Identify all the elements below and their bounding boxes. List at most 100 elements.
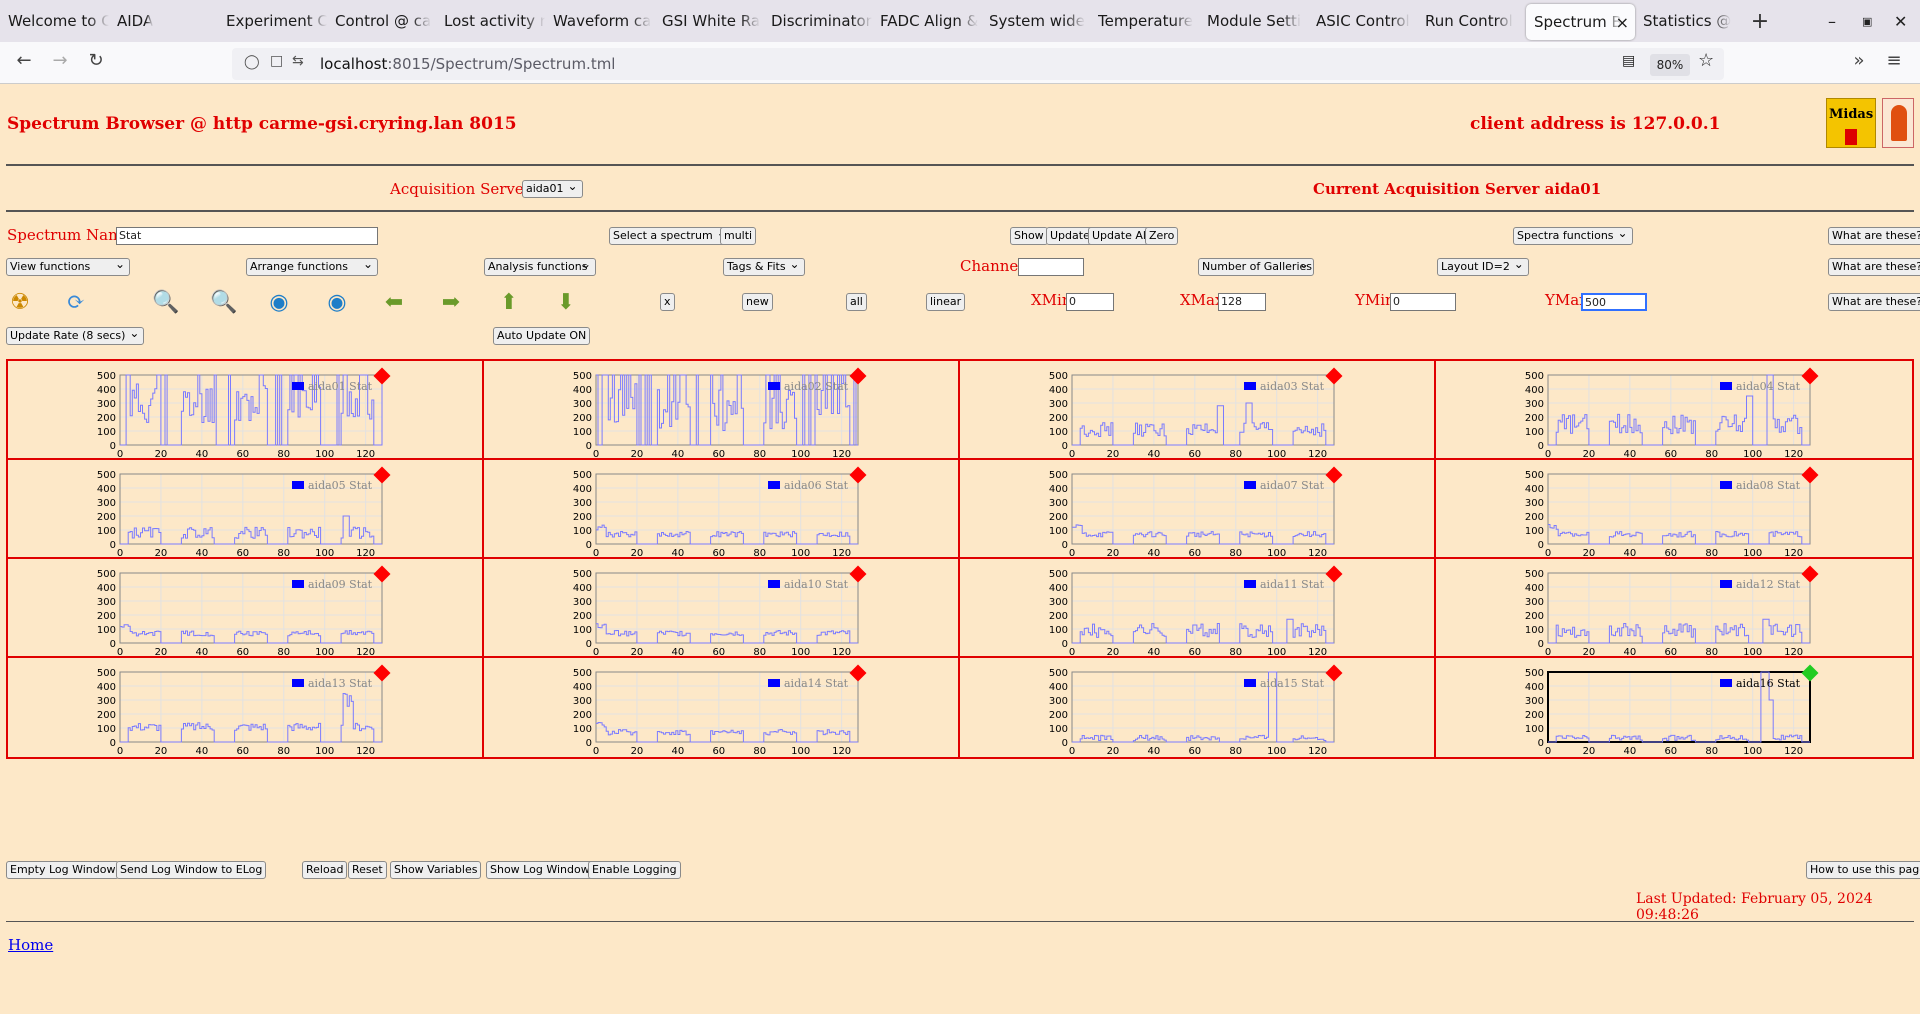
what-are-these-button-2[interactable]: What are these? [1828, 258, 1920, 276]
tab-6[interactable]: Waveform ca [545, 0, 654, 42]
tab-1[interactable]: Welcome to C [0, 0, 109, 42]
tab-15[interactable]: Spectrum B × [1526, 4, 1635, 40]
new-button[interactable]: new [742, 293, 773, 311]
reader-view-icon[interactable]: ▤ [1622, 53, 1636, 69]
tab-10[interactable]: System wide [981, 0, 1090, 42]
spectrum-panel[interactable]: 0 20 40 60 80 100 120 0 100 200 300 400 500 aida09 St… [8, 559, 484, 658]
spectra-functions-dropdown[interactable]: Spectra functions [1513, 225, 1633, 245]
number-of-galleries-dropdown[interactable]: Number of Galleries [1198, 256, 1314, 276]
tab-9[interactable]: FADC Align & [872, 0, 981, 42]
channel-input[interactable] [1018, 258, 1084, 276]
zoom-in-icon[interactable]: 🔍 [152, 289, 180, 315]
spectrum-panel[interactable]: 0 20 40 60 80 100 120 0 100 200 300 400 500 aida04 St… [1436, 361, 1912, 460]
back-icon[interactable]: ← [16, 50, 32, 71]
spectrum-panel[interactable]: 0 20 40 60 80 100 120 0 100 200 300 400 500 aida11 St… [960, 559, 1436, 658]
home-link[interactable]: Home [8, 936, 54, 954]
tab-14[interactable]: Run Control [1417, 0, 1526, 42]
spectrum-name-input[interactable]: Stat [116, 227, 378, 245]
down-arrow-icon[interactable]: ⬇ [556, 289, 576, 315]
update-button[interactable]: Update [1046, 227, 1094, 245]
update-rate-dropdown[interactable]: Update Rate (8 secs) [6, 325, 145, 345]
spectrum-panel[interactable]: 0 20 40 60 80 100 120 0 100 200 300 400 500 aida10 St… [484, 559, 960, 658]
tab-7[interactable]: GSI White Ra [654, 0, 763, 42]
url-bar[interactable]: ◯ □ ⇆ localhost:8015/Spectrum/Spectrum.t… [232, 48, 1724, 80]
tab-12[interactable]: Module Setti [1199, 0, 1308, 42]
url-text[interactable]: localhost:8015/Spectrum/Spectrum.tml [320, 55, 616, 73]
select-spectrum-dropdown[interactable]: Select a spectrum [609, 225, 732, 245]
close-window-icon[interactable]: ✕ [1894, 11, 1908, 31]
close-tab-icon[interactable]: × [1615, 12, 1629, 32]
spectrum-panel[interactable]: 0 20 40 60 80 100 120 0 100 200 300 400 500 aida08 St… [1436, 460, 1912, 559]
tab-13[interactable]: ASIC Control [1308, 0, 1417, 42]
spectrum-panel[interactable]: 0 20 40 60 80 100 120 0 100 200 300 400 500 aida06 St… [484, 460, 960, 559]
auto-update-button[interactable]: Auto Update ON [493, 327, 591, 345]
expand-y-icon[interactable]: ◉ [269, 289, 289, 315]
menu-icon[interactable]: ≡ [1886, 50, 1902, 71]
footer-button-6[interactable]: Show Log Window [486, 861, 594, 879]
spectrum-panel[interactable]: 0 20 40 60 80 100 120 0 100 200 300 400 500 aida13 St… [8, 658, 484, 757]
spectrum-panel[interactable]: 0 20 40 60 80 100 120 0 100 200 300 400 500 aida15 St… [960, 658, 1436, 757]
how-to-use-button[interactable]: How to use this page [1806, 861, 1920, 879]
xmax-input[interactable]: 128 [1218, 293, 1266, 311]
spectrum-panel[interactable]: 0 20 40 60 80 100 120 0 100 200 300 400 500 aida12 St… [1436, 559, 1912, 658]
up-arrow-icon[interactable]: ⬆ [499, 289, 519, 315]
tab-11[interactable]: Temperature [1090, 0, 1199, 42]
linear-button[interactable]: linear [926, 293, 966, 311]
arrange-functions-dropdown[interactable]: Arrange functions [246, 256, 378, 276]
acquisition-server-select[interactable]: aida01 [522, 178, 583, 198]
x-button[interactable]: x [660, 293, 675, 311]
new-tab-icon[interactable]: + [1750, 8, 1770, 34]
what-are-these-button-1[interactable]: What are these? [1828, 227, 1920, 245]
spectrum-panel[interactable]: 0 20 40 60 80 100 120 0 100 200 300 400 500 aida01 St… [8, 361, 484, 460]
view-functions-dropdown[interactable]: View functions [6, 256, 130, 276]
spectrum-panel[interactable]: 0 20 40 60 80 100 120 0 100 200 300 400 500 aida03 St… [960, 361, 1436, 460]
reload-icon[interactable]: ↻ [88, 50, 104, 71]
right-arrow-icon[interactable]: ➡ [441, 289, 461, 315]
overflow-icon[interactable]: » [1853, 50, 1865, 71]
refresh-icon[interactable]: ⟳ [66, 289, 86, 315]
spectrum-panel[interactable]: 0 20 40 60 80 100 120 0 100 200 300 400 500 aida02 St… [484, 361, 960, 460]
spectrum-panel[interactable]: 0 20 40 60 80 100 120 0 100 200 300 400 500 aida07 St… [960, 460, 1436, 559]
analysis-functions-dropdown[interactable]: Analysis functions [484, 256, 596, 276]
minimize-icon[interactable]: – [1828, 11, 1836, 31]
tab-5[interactable]: Lost activity r [436, 0, 545, 42]
maximize-icon[interactable]: ▣ [1862, 14, 1873, 28]
footer-button-4[interactable]: Reset [348, 861, 387, 879]
tags-fits-dropdown[interactable]: Tags & Fits [723, 256, 805, 276]
zoom-out-icon[interactable]: 🔍 [210, 289, 238, 315]
all-button[interactable]: all [846, 293, 867, 311]
tab-4[interactable]: Control @ ca [327, 0, 436, 42]
footer-button-5[interactable]: Show Variables [390, 861, 482, 879]
tab-3[interactable]: Experiment C [218, 0, 327, 42]
tab-2[interactable]: AIDA [109, 0, 218, 42]
footer-button-3[interactable]: Reload [302, 861, 348, 879]
ymin-input[interactable]: 0 [1390, 293, 1456, 311]
xmin-input[interactable]: 0 [1066, 293, 1114, 311]
multi-button[interactable]: multi [720, 227, 757, 245]
spectrum-panel[interactable]: 0 20 40 60 80 100 120 0 100 200 300 400 500 aida16 St… [1436, 658, 1912, 757]
footer-button-1[interactable]: Empty Log Window [6, 861, 120, 879]
layout-dropdown[interactable]: Layout ID=2 [1437, 256, 1529, 276]
bookmark-star-icon[interactable]: ☆ [1698, 50, 1715, 71]
radiation-icon[interactable]: ☢ [10, 289, 30, 315]
tab-16[interactable]: Statistics @ [1635, 0, 1744, 42]
zero-button[interactable]: Zero [1145, 227, 1179, 245]
tab-8[interactable]: Discriminator [763, 0, 872, 42]
forward-icon[interactable]: → [52, 50, 68, 71]
spectrum-panel[interactable]: 0 20 40 60 80 100 120 0 100 200 300 400 500 aida05 St… [8, 460, 484, 559]
footer-button-2[interactable]: Send Log Window to ELog [116, 861, 267, 879]
zoom-level[interactable]: 80% [1650, 54, 1690, 76]
